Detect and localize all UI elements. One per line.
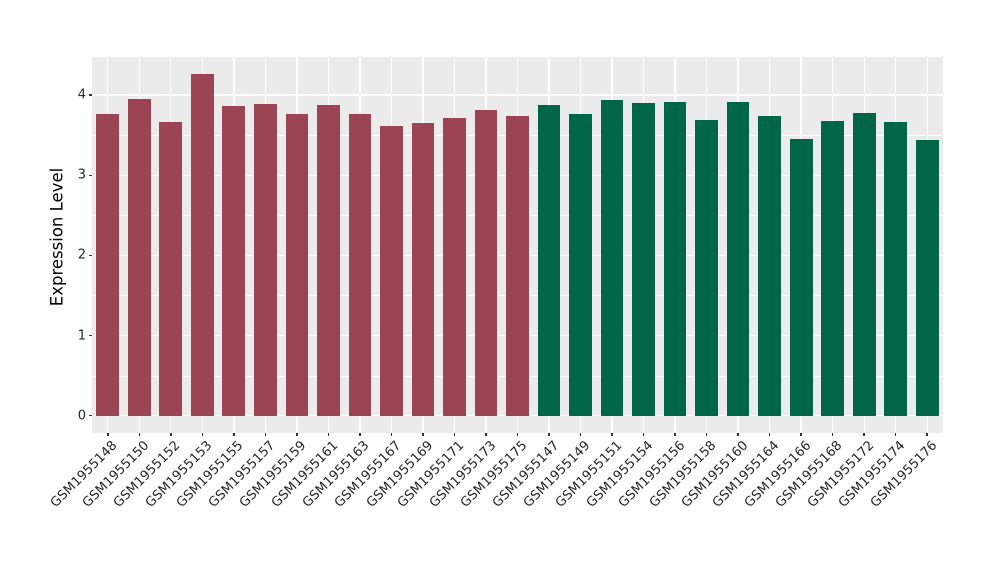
x-tick-mark (674, 433, 676, 436)
y-tick-label: 0 (77, 408, 86, 424)
bar (852, 112, 876, 416)
x-tick-mark (138, 433, 141, 436)
bar (506, 115, 529, 416)
x-tick-mark (264, 433, 267, 436)
plot-panel (92, 57, 943, 433)
x-tick-mark (579, 433, 582, 436)
y-tick-label: 2 (77, 247, 86, 263)
bar (190, 74, 214, 416)
bar (569, 113, 592, 416)
x-tick-mark (768, 433, 771, 436)
y-tick-mark (89, 254, 92, 257)
bar (96, 113, 120, 416)
y-tick-mark (89, 334, 92, 337)
bar (758, 115, 781, 416)
bar (380, 125, 403, 416)
bar (159, 122, 183, 416)
bar (285, 113, 309, 416)
y-tick-mark (89, 414, 92, 417)
bar (474, 110, 498, 416)
bar (821, 120, 845, 416)
x-tick-mark (894, 433, 897, 436)
x-tick-mark (327, 433, 330, 436)
x-tick-mark (611, 433, 613, 436)
y-tick-mark (89, 174, 92, 177)
x-tick-mark (705, 433, 708, 436)
x-tick-mark (390, 433, 393, 436)
bar (254, 103, 277, 416)
x-tick-mark (831, 433, 834, 436)
x-tick-mark (737, 433, 739, 436)
bar (695, 119, 718, 416)
bar (411, 123, 435, 416)
bar (317, 104, 340, 416)
y-tick-label: 1 (77, 328, 86, 344)
x-tick-mark (422, 433, 424, 436)
x-tick-mark (548, 433, 550, 436)
x-tick-mark (453, 433, 456, 436)
x-tick-mark (233, 433, 235, 436)
bar (537, 104, 561, 416)
bar (222, 105, 246, 416)
y-tick-label: 3 (77, 167, 86, 183)
x-tick-mark (107, 433, 109, 436)
bar (600, 99, 624, 416)
x-tick-mark (800, 433, 802, 436)
bar (726, 101, 750, 416)
y-tick-label: 4 (77, 87, 86, 103)
y-axis-title: Expression Level (47, 167, 67, 307)
bar (884, 121, 908, 416)
x-tick-mark (516, 433, 519, 436)
bar (789, 139, 813, 416)
bar (127, 99, 151, 416)
y-tick-mark (89, 94, 92, 96)
x-tick-mark (296, 433, 298, 436)
bar (443, 117, 466, 416)
x-tick-mark (642, 433, 645, 436)
x-tick-mark (926, 433, 928, 436)
bar (632, 103, 655, 416)
bar (348, 113, 372, 416)
bar (915, 140, 939, 416)
x-tick-mark (359, 433, 361, 436)
x-tick-mark (201, 433, 204, 436)
x-tick-mark (863, 433, 865, 436)
bar (663, 101, 687, 416)
x-tick-mark (170, 433, 172, 436)
x-tick-mark (485, 433, 487, 436)
